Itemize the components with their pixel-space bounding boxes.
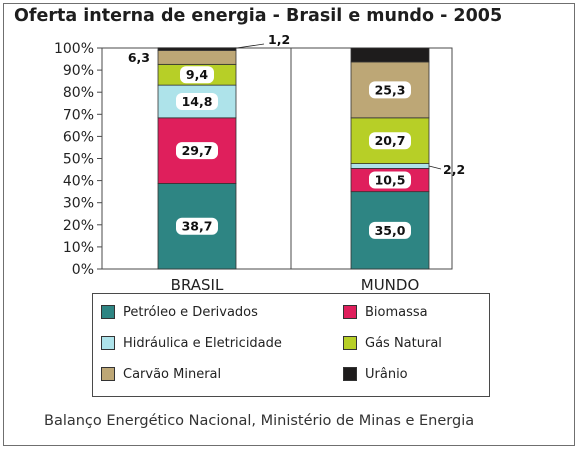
- y-tick-label: 40%: [63, 174, 94, 190]
- legend-label: Petróleo e Derivados: [123, 304, 258, 320]
- legend-item: Hidráulica e Eletricidade: [101, 333, 282, 353]
- y-tick-label: 90%: [63, 63, 94, 79]
- data-label-box: [176, 92, 218, 110]
- y-tick-label: 80%: [63, 85, 94, 101]
- bar-segment: [350, 47, 430, 63]
- legend-item: Urânio: [343, 364, 408, 384]
- legend-label: Carvão Mineral: [123, 366, 222, 382]
- legend-swatch: [101, 305, 115, 319]
- leader-line: [229, 43, 265, 50]
- source-note: Balanço Energético Nacional, Ministério …: [44, 413, 475, 429]
- legend-label: Urânio: [365, 366, 408, 382]
- legend-item: Biomassa: [343, 302, 428, 322]
- data-label-box: [369, 171, 411, 189]
- legend-swatch: [101, 336, 115, 350]
- data-label-box: [369, 132, 411, 150]
- data-label: 6,3: [128, 50, 150, 65]
- y-tick-label: 50%: [63, 152, 94, 168]
- data-label: 20,7: [375, 133, 406, 148]
- y-tick-label: 20%: [63, 218, 94, 234]
- y-tick-label: 60%: [63, 129, 94, 145]
- legend-label: Biomassa: [365, 304, 428, 320]
- data-label-box: [176, 217, 218, 235]
- leader-line: [428, 165, 442, 170]
- y-tick-label: 100%: [54, 41, 94, 57]
- legend-item: Gás Natural: [343, 333, 442, 353]
- legend-swatch: [101, 367, 115, 381]
- data-label: 1,2: [268, 32, 290, 47]
- bar-segment: [350, 163, 430, 169]
- category-label: BRASIL: [171, 276, 224, 294]
- data-label: 38,7: [182, 219, 213, 234]
- data-label: 9,4: [186, 67, 208, 82]
- y-tick-label: 10%: [63, 240, 94, 256]
- data-label-box: [180, 66, 214, 84]
- y-tick-label: 30%: [63, 196, 94, 212]
- legend-item: Carvão Mineral: [101, 364, 221, 384]
- data-label: 10,5: [375, 173, 406, 188]
- y-tick-label: 70%: [63, 107, 94, 123]
- data-label-box: [176, 142, 218, 160]
- data-label: 25,3: [375, 82, 406, 97]
- legend-swatch: [343, 336, 357, 350]
- data-label: 14,8: [182, 94, 213, 109]
- legend-label: Gás Natural: [365, 335, 442, 351]
- legend-swatch: [343, 305, 357, 319]
- data-label: 29,7: [182, 143, 213, 158]
- y-tick-label: 0%: [72, 262, 94, 278]
- legend: Petróleo e Derivados Biomassa Hidráulica e…: [92, 293, 490, 397]
- legend-swatch: [343, 367, 357, 381]
- data-label: 2,2: [443, 162, 465, 177]
- bar-segment: [157, 50, 237, 65]
- legend-label: Hidráulica e Eletricidade: [123, 335, 282, 351]
- data-label: 35,0: [375, 223, 406, 238]
- legend-item: Petróleo e Derivados: [101, 302, 258, 322]
- bar-segment: [157, 47, 237, 51]
- data-label-box: [369, 221, 411, 239]
- category-label: MUNDO: [361, 276, 420, 294]
- data-label-box: [369, 81, 411, 99]
- chart-title: Oferta interna de energia - Brasil e mun…: [14, 6, 503, 26]
